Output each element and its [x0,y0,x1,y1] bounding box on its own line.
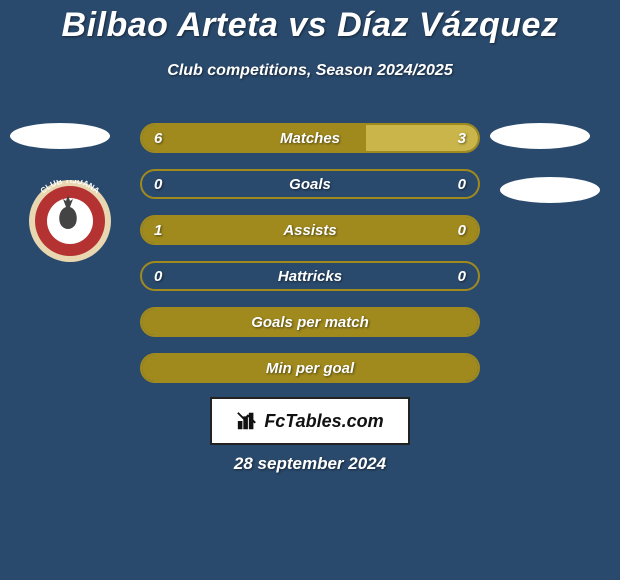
row-fill-left [142,217,478,243]
team-left-placeholder [10,123,110,149]
row-value-left: 0 [154,171,162,197]
stat-row: Goals per match [140,307,480,337]
row-fill-right [366,125,478,151]
team-right-placeholder-1 [490,123,590,149]
row-label: Goals [142,171,478,197]
bar-chart-icon [236,410,258,432]
row-fill-left [142,125,366,151]
row-value-left: 0 [154,263,162,289]
stat-row: Min per goal [140,353,480,383]
date-text: 28 september 2024 [0,454,620,474]
row-value-right: 0 [458,263,466,289]
club-badge-tijuana: CLUB TIJUANA [29,180,111,262]
row-fill-left [142,355,478,381]
stat-row: Hattricks0 0 [140,261,480,291]
brand-text: FcTables.com [264,411,383,432]
stat-row: Matches63 [140,123,480,153]
subtitle: Club competitions, Season 2024/2025 [0,62,620,80]
fctables-brand: FcTables.com [210,397,410,445]
row-label: Hattricks [142,263,478,289]
stat-row: Goals0 0 [140,169,480,199]
page-title: Bilbao Arteta vs Díaz Vázquez [0,6,620,45]
row-value-right: 0 [458,171,466,197]
row-fill-left [142,309,478,335]
team-right-placeholder-2 [500,177,600,203]
stat-row: Assists10 [140,215,480,245]
